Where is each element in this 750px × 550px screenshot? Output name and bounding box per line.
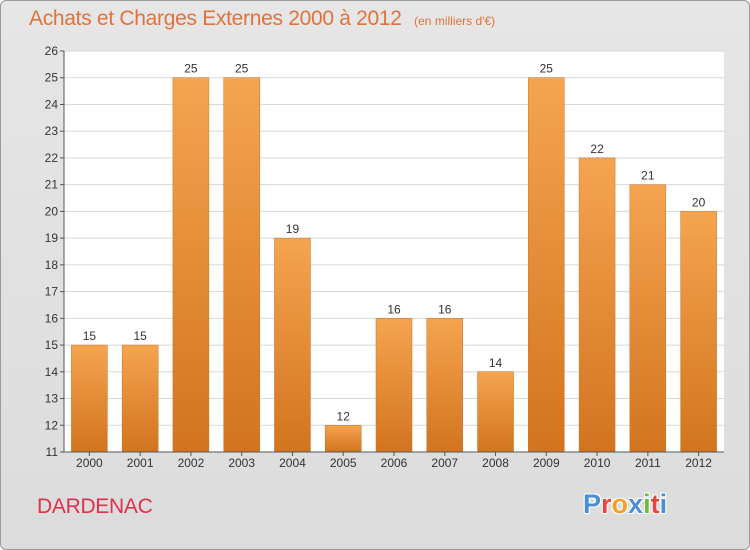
y-tick-label: 23 [45, 124, 59, 138]
title-row: Achats et Charges Externes 2000 à 2012 (… [29, 7, 495, 31]
y-tick-label: 19 [45, 231, 59, 245]
y-tick-label: 24 [45, 97, 59, 111]
data-label-2000: 15 [83, 329, 97, 343]
data-label-2001: 15 [133, 329, 147, 343]
data-label-2011: 21 [641, 169, 655, 183]
data-label-2008: 14 [489, 356, 503, 370]
x-tick-label-2002: 2002 [178, 456, 205, 470]
proxiti-logo[interactable]: Proxiti [583, 489, 667, 520]
commune-name: DARDENAC [37, 495, 153, 518]
data-label-2010: 22 [590, 142, 604, 156]
logo-letter: i [643, 489, 651, 519]
y-tick-label: 12 [45, 418, 59, 432]
data-label-2005: 12 [337, 409, 351, 423]
data-label-2012: 20 [692, 195, 706, 209]
chart-title: Achats et Charges Externes 2000 à 2012 [29, 7, 402, 30]
bar-2010 [578, 157, 616, 453]
logo-letter: o [611, 489, 629, 519]
y-axis: 11 12 13 14 15 16 17 18 19 20 21 22 23 24 25 26 [45, 44, 65, 459]
data-labels: 15 15 25 25 19 12 16 16 14 25 22 21 20 [83, 62, 706, 424]
data-label-2006: 16 [387, 302, 401, 316]
x-tick-label-2007: 2007 [431, 456, 458, 470]
data-label-2003: 25 [235, 62, 249, 76]
x-tick-label-2008: 2008 [482, 456, 509, 470]
bar-2004 [274, 237, 311, 453]
bar-2007 [426, 318, 464, 453]
x-tick-label-2006: 2006 [381, 456, 408, 470]
y-tick-label: 25 [45, 71, 59, 85]
x-tick-label-2011: 2011 [635, 456, 661, 470]
y-tick-label: 21 [45, 178, 59, 192]
bars [71, 77, 717, 453]
y-tick-label: 16 [45, 311, 59, 325]
bar-2011 [629, 184, 667, 453]
logo-letter: x [628, 489, 644, 519]
y-tick-label: 11 [46, 445, 59, 459]
bar-2009 [528, 77, 565, 453]
y-tick-label: 26 [45, 44, 59, 58]
y-tick-label: 13 [45, 392, 59, 406]
bar-2001 [121, 344, 159, 453]
x-tick-label-2012: 2012 [685, 456, 712, 470]
logo-letter: i [659, 489, 668, 519]
bar-2008 [477, 371, 514, 453]
chart-subtitle: (en milliers d'€) [414, 14, 496, 28]
logo-letter: P [583, 489, 602, 519]
x-tick-label-2001: 2001 [127, 456, 154, 470]
logo-letter: r [601, 489, 612, 519]
data-label-2002: 25 [184, 62, 198, 76]
data-label-2009: 25 [540, 62, 554, 76]
bar-2006 [375, 318, 413, 453]
data-label-2004: 19 [286, 222, 300, 236]
y-tick-label: 14 [45, 365, 59, 379]
y-tick-label: 20 [45, 204, 59, 218]
y-tick-label: 22 [45, 151, 59, 165]
x-tick-label-2003: 2003 [228, 456, 255, 470]
bar-2003 [223, 77, 260, 453]
x-tick-label-2009: 2009 [533, 456, 560, 470]
x-axis: 2000 2001 2002 2003 2004 2005 2006 2007 2008 2009… [64, 451, 724, 470]
x-tick-label-2000: 2000 [76, 456, 103, 470]
logo-letter: t [650, 489, 660, 519]
x-tick-label-2005: 2005 [330, 456, 357, 470]
y-tick-label: 15 [45, 338, 59, 352]
y-tick-label: 18 [45, 258, 59, 272]
bar-2000 [71, 344, 108, 453]
bar-2005 [324, 425, 362, 453]
bar-2002 [172, 77, 210, 453]
bar-2012 [680, 211, 717, 453]
y-tick-label: 17 [45, 285, 59, 299]
data-label-2007: 16 [438, 302, 452, 316]
x-tick-label-2004: 2004 [279, 456, 306, 470]
x-tick-label-2010: 2010 [584, 456, 611, 470]
